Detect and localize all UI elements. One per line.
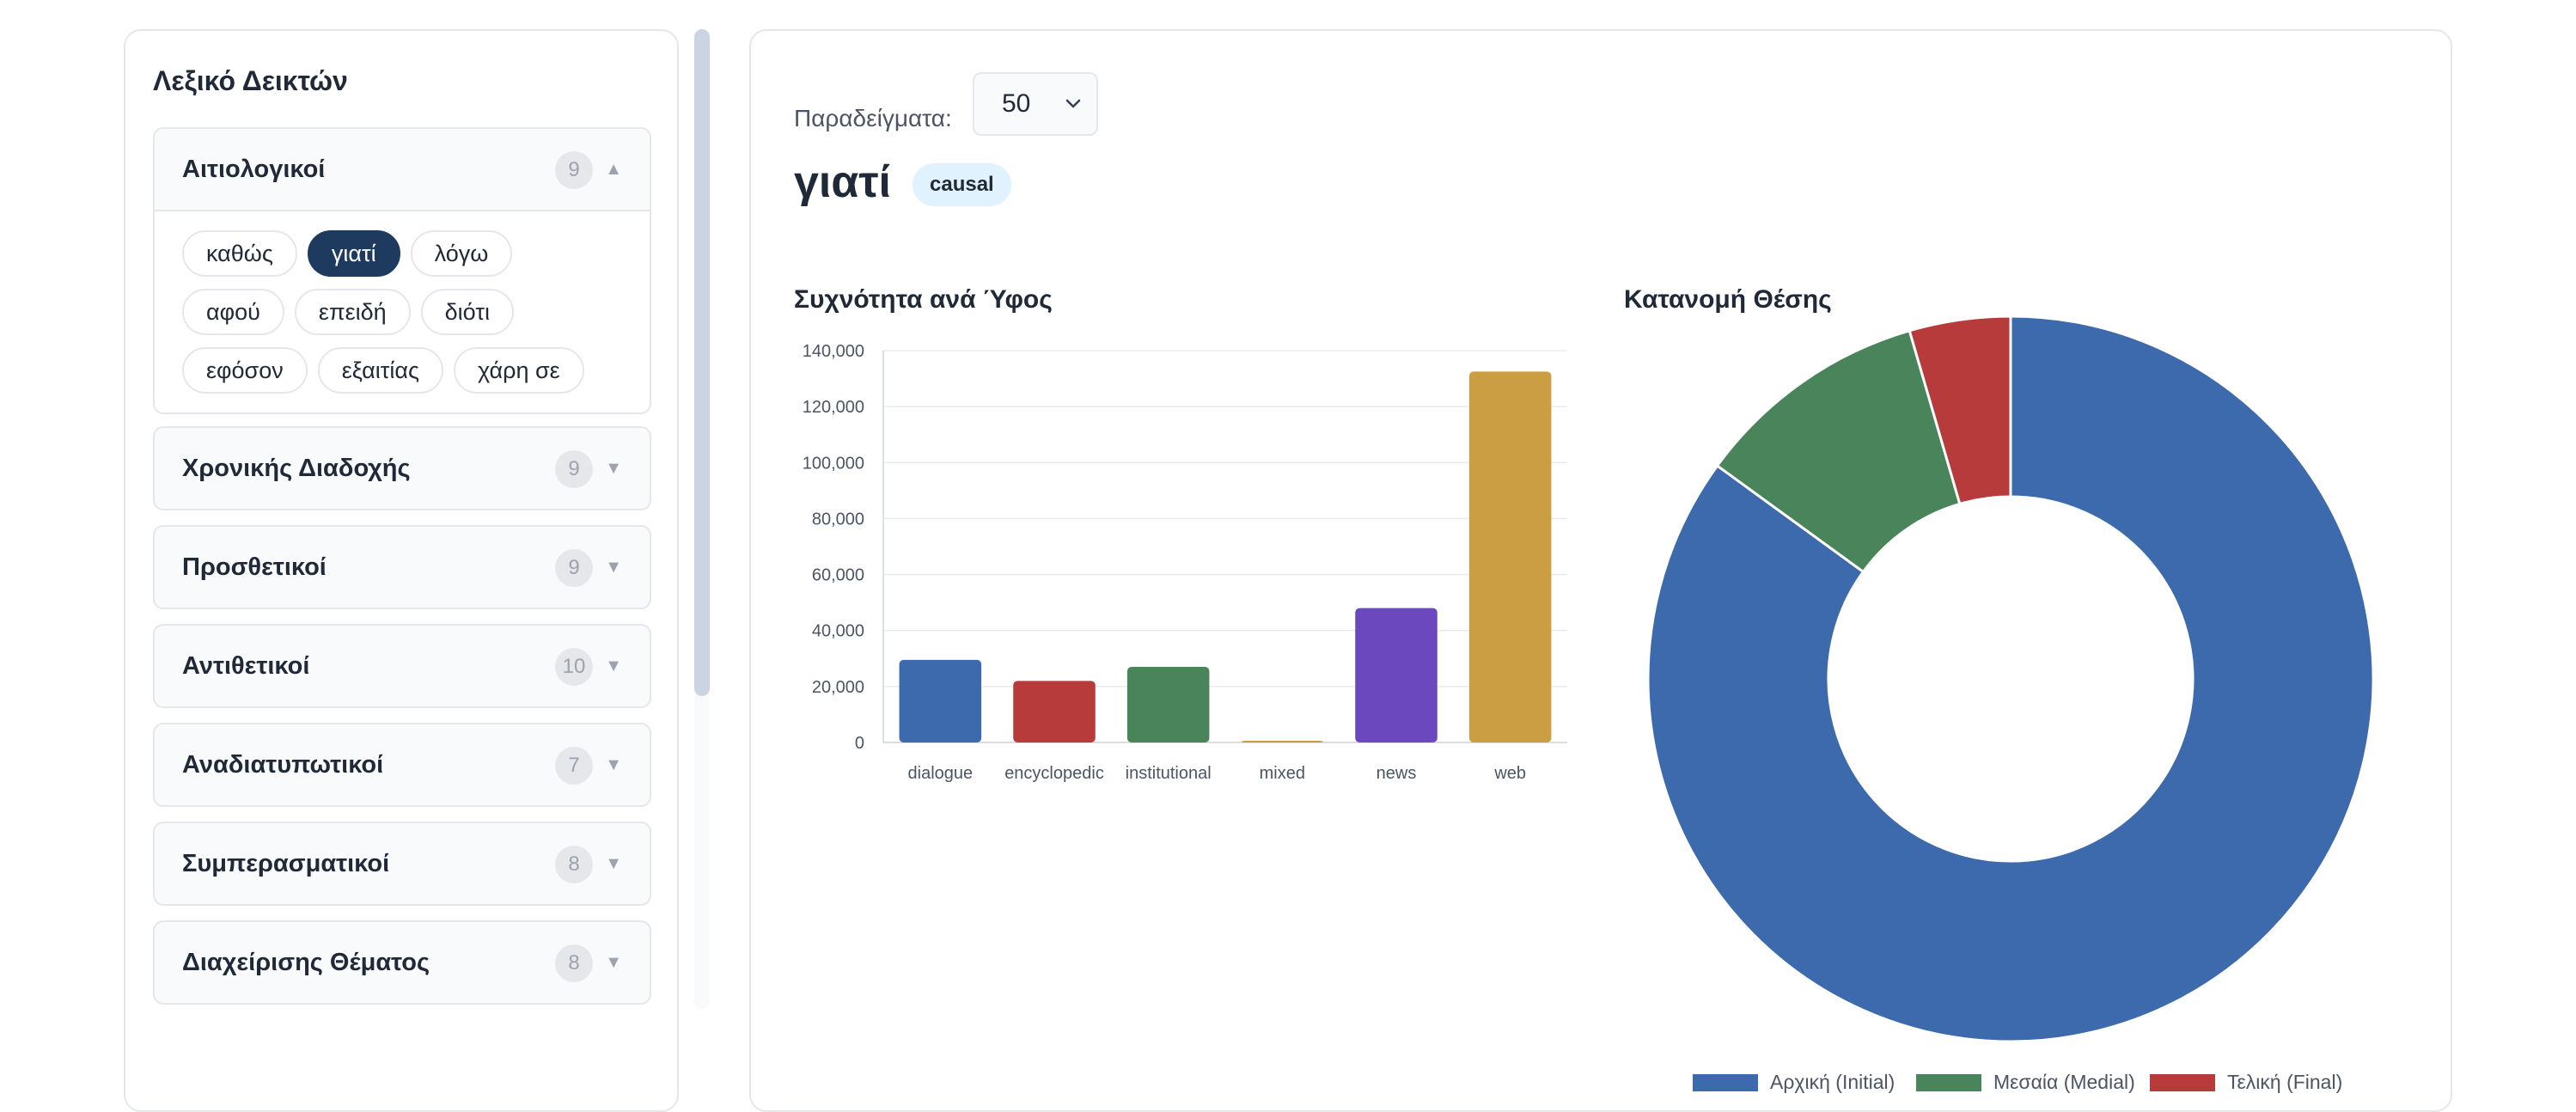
legend-item-initial[interactable]: Αρχική (Initial) [1693,1071,1895,1094]
chevron-down-icon: ▼ [605,953,622,972]
group-label: Συμπερασματικοί [182,850,390,877]
bar-news[interactable] [1355,608,1438,742]
marker-chip[interactable]: εφόσον [182,347,308,394]
lexicon-title: Λεξικό Δεικτών [153,65,348,96]
samples-select[interactable]: 50 [973,72,1098,136]
accordion-group-temporal[interactable]: Χρονικής Διαδοχής 9 ▼ [153,426,651,510]
position-distribution-donut-chart [1646,315,2375,1043]
legend-item-final[interactable]: Τελική (Final) [2150,1071,2342,1094]
group-label: Χρονικής Διαδοχής [182,455,411,482]
legend-swatch [1693,1073,1758,1091]
chevron-up-icon: ▲ [605,160,622,179]
genre-frequency-bar-chart: 0 20,000 40,000 60,000 80,000 100,000 120,000 1… [803,342,1567,783]
accordion-header-conclusive[interactable]: Συμπερασματικοί 8 ▼ [155,823,650,904]
accordion-header-temporal[interactable]: Χρονικής Διαδοχής 9 ▼ [155,428,650,509]
bar-institutional[interactable] [1126,667,1210,742]
legend-label: Αρχική (Initial) [1770,1071,1895,1093]
group-label: Διαχείρισης Θέματος [182,949,430,976]
bar-chart-title: Συχνότητα ανά Ύφος [794,285,1053,314]
accordion-header-topic-management[interactable]: Διαχείρισης Θέματος 8 ▼ [155,922,650,1003]
marker-chip[interactable]: διότι [420,289,514,335]
bar-mixed[interactable] [1241,741,1324,742]
group-count-badge: 7 [555,747,593,785]
marker-chip[interactable]: αφού [182,289,284,335]
group-label: Αντιθετικοί [182,652,310,680]
legend-item-medial[interactable]: Μεσαία (Medial) [1916,1071,2135,1094]
group-label: Προσθετικοί [182,553,327,581]
accordion-group-contrastive[interactable]: Αντιθετικοί 10 ▼ [153,624,651,708]
group-count-badge: 8 [555,846,593,883]
x-tick-label: mixed [1260,764,1305,783]
sidebar-scrollbar-thumb[interactable] [694,29,710,696]
accordion-group-conclusive[interactable]: Συμπερασματικοί 8 ▼ [153,822,651,906]
marker-chip[interactable]: καθώς [182,230,297,277]
sidebar-scrollbar[interactable] [694,29,710,1009]
marker-chip-list: καθώς γιατί λόγω αφού επειδή διότι εφόσο… [155,210,650,412]
marker-chip-selected[interactable]: γιατί [307,230,400,277]
x-tick-label: encyclopedic [1004,764,1104,783]
x-tick-label: web [1493,764,1526,783]
y-tick-label: 60,000 [812,566,864,585]
accordion-header-contrastive[interactable]: Αντιθετικοί 10 ▼ [155,626,650,706]
chevron-down-icon: ▼ [605,558,622,577]
accordion-header-causal[interactable]: Αιτιολογικοί 9 ▲ [155,129,650,210]
accordion-group-reformulation[interactable]: Αναδιατυπωτικοί 7 ▼ [153,723,651,807]
group-count-badge: 8 [555,944,593,982]
accordion-group-additive[interactable]: Προσθετικοί 9 ▼ [153,525,651,609]
legend-swatch [1916,1073,1981,1091]
bar-dialogue[interactable] [899,659,982,742]
group-count-badge: 10 [555,648,593,686]
y-tick-label: 20,000 [812,678,864,697]
accordion-group-topic-management[interactable]: Διαχείρισης Θέματος 8 ▼ [153,920,651,1005]
samples-value: 50 [1002,89,1031,118]
marker-chip[interactable]: λόγω [410,230,513,277]
legend-label: Τελική (Final) [2227,1071,2343,1093]
accordion-group-causal: Αιτιολογικοί 9 ▲ καθώς γιατί λόγω αφού ε… [153,127,651,414]
y-tick-label: 80,000 [812,510,864,529]
x-tick-label: institutional [1126,764,1212,783]
marker-detail-panel: Παραδείγματα: 50 γιατί causal Συχνότητα … [749,29,2452,1112]
category-badge: causal [913,163,1011,206]
marker-chip[interactable]: εξαιτίας [317,347,444,394]
marker-word-title: γιατί [794,157,891,207]
chevron-down-icon: ▼ [605,657,622,675]
marker-chip[interactable]: επειδή [294,289,411,335]
pie-chart-title: Κατανομή Θέσης [1624,285,1832,314]
chevron-down-icon [1065,99,1081,108]
legend-swatch [2150,1073,2215,1091]
group-count-badge: 9 [555,151,593,189]
slice-initial[interactable] [1646,315,2375,1043]
marker-chip[interactable]: χάρη σε [454,347,584,394]
slice-medial[interactable] [1715,328,1962,574]
marker-lexicon-panel: Λεξικό Δεικτών Αιτιολογικοί 9 ▲ καθώς γι… [124,29,679,1112]
bar-web[interactable] [1468,371,1552,742]
y-tick-label: 120,000 [803,398,864,417]
chevron-down-icon: ▼ [605,459,622,478]
samples-label: Παραδείγματα: [794,105,952,131]
y-tick-label: 100,000 [803,454,864,473]
y-tick-label: 140,000 [803,342,864,361]
group-label: Αιτιολογικοί [182,156,326,183]
y-tick-label: 0 [855,734,864,753]
group-count-badge: 9 [555,549,593,587]
x-tick-label: dialogue [908,764,974,783]
y-tick-label: 40,000 [812,622,864,641]
chevron-down-icon: ▼ [605,755,622,774]
accordion-header-reformulation[interactable]: Αναδιατυπωτικοί 7 ▼ [155,724,650,805]
bar-encyclopedic[interactable] [1013,681,1096,742]
group-count-badge: 9 [555,450,593,488]
chevron-down-icon: ▼ [605,854,622,873]
group-label: Αναδιατυπωτικοί [182,751,384,779]
slice-final[interactable] [1908,315,2012,506]
accordion-header-additive[interactable]: Προσθετικοί 9 ▼ [155,527,650,608]
legend-label: Μεσαία (Medial) [1993,1071,2135,1093]
x-tick-label: news [1377,764,1417,783]
